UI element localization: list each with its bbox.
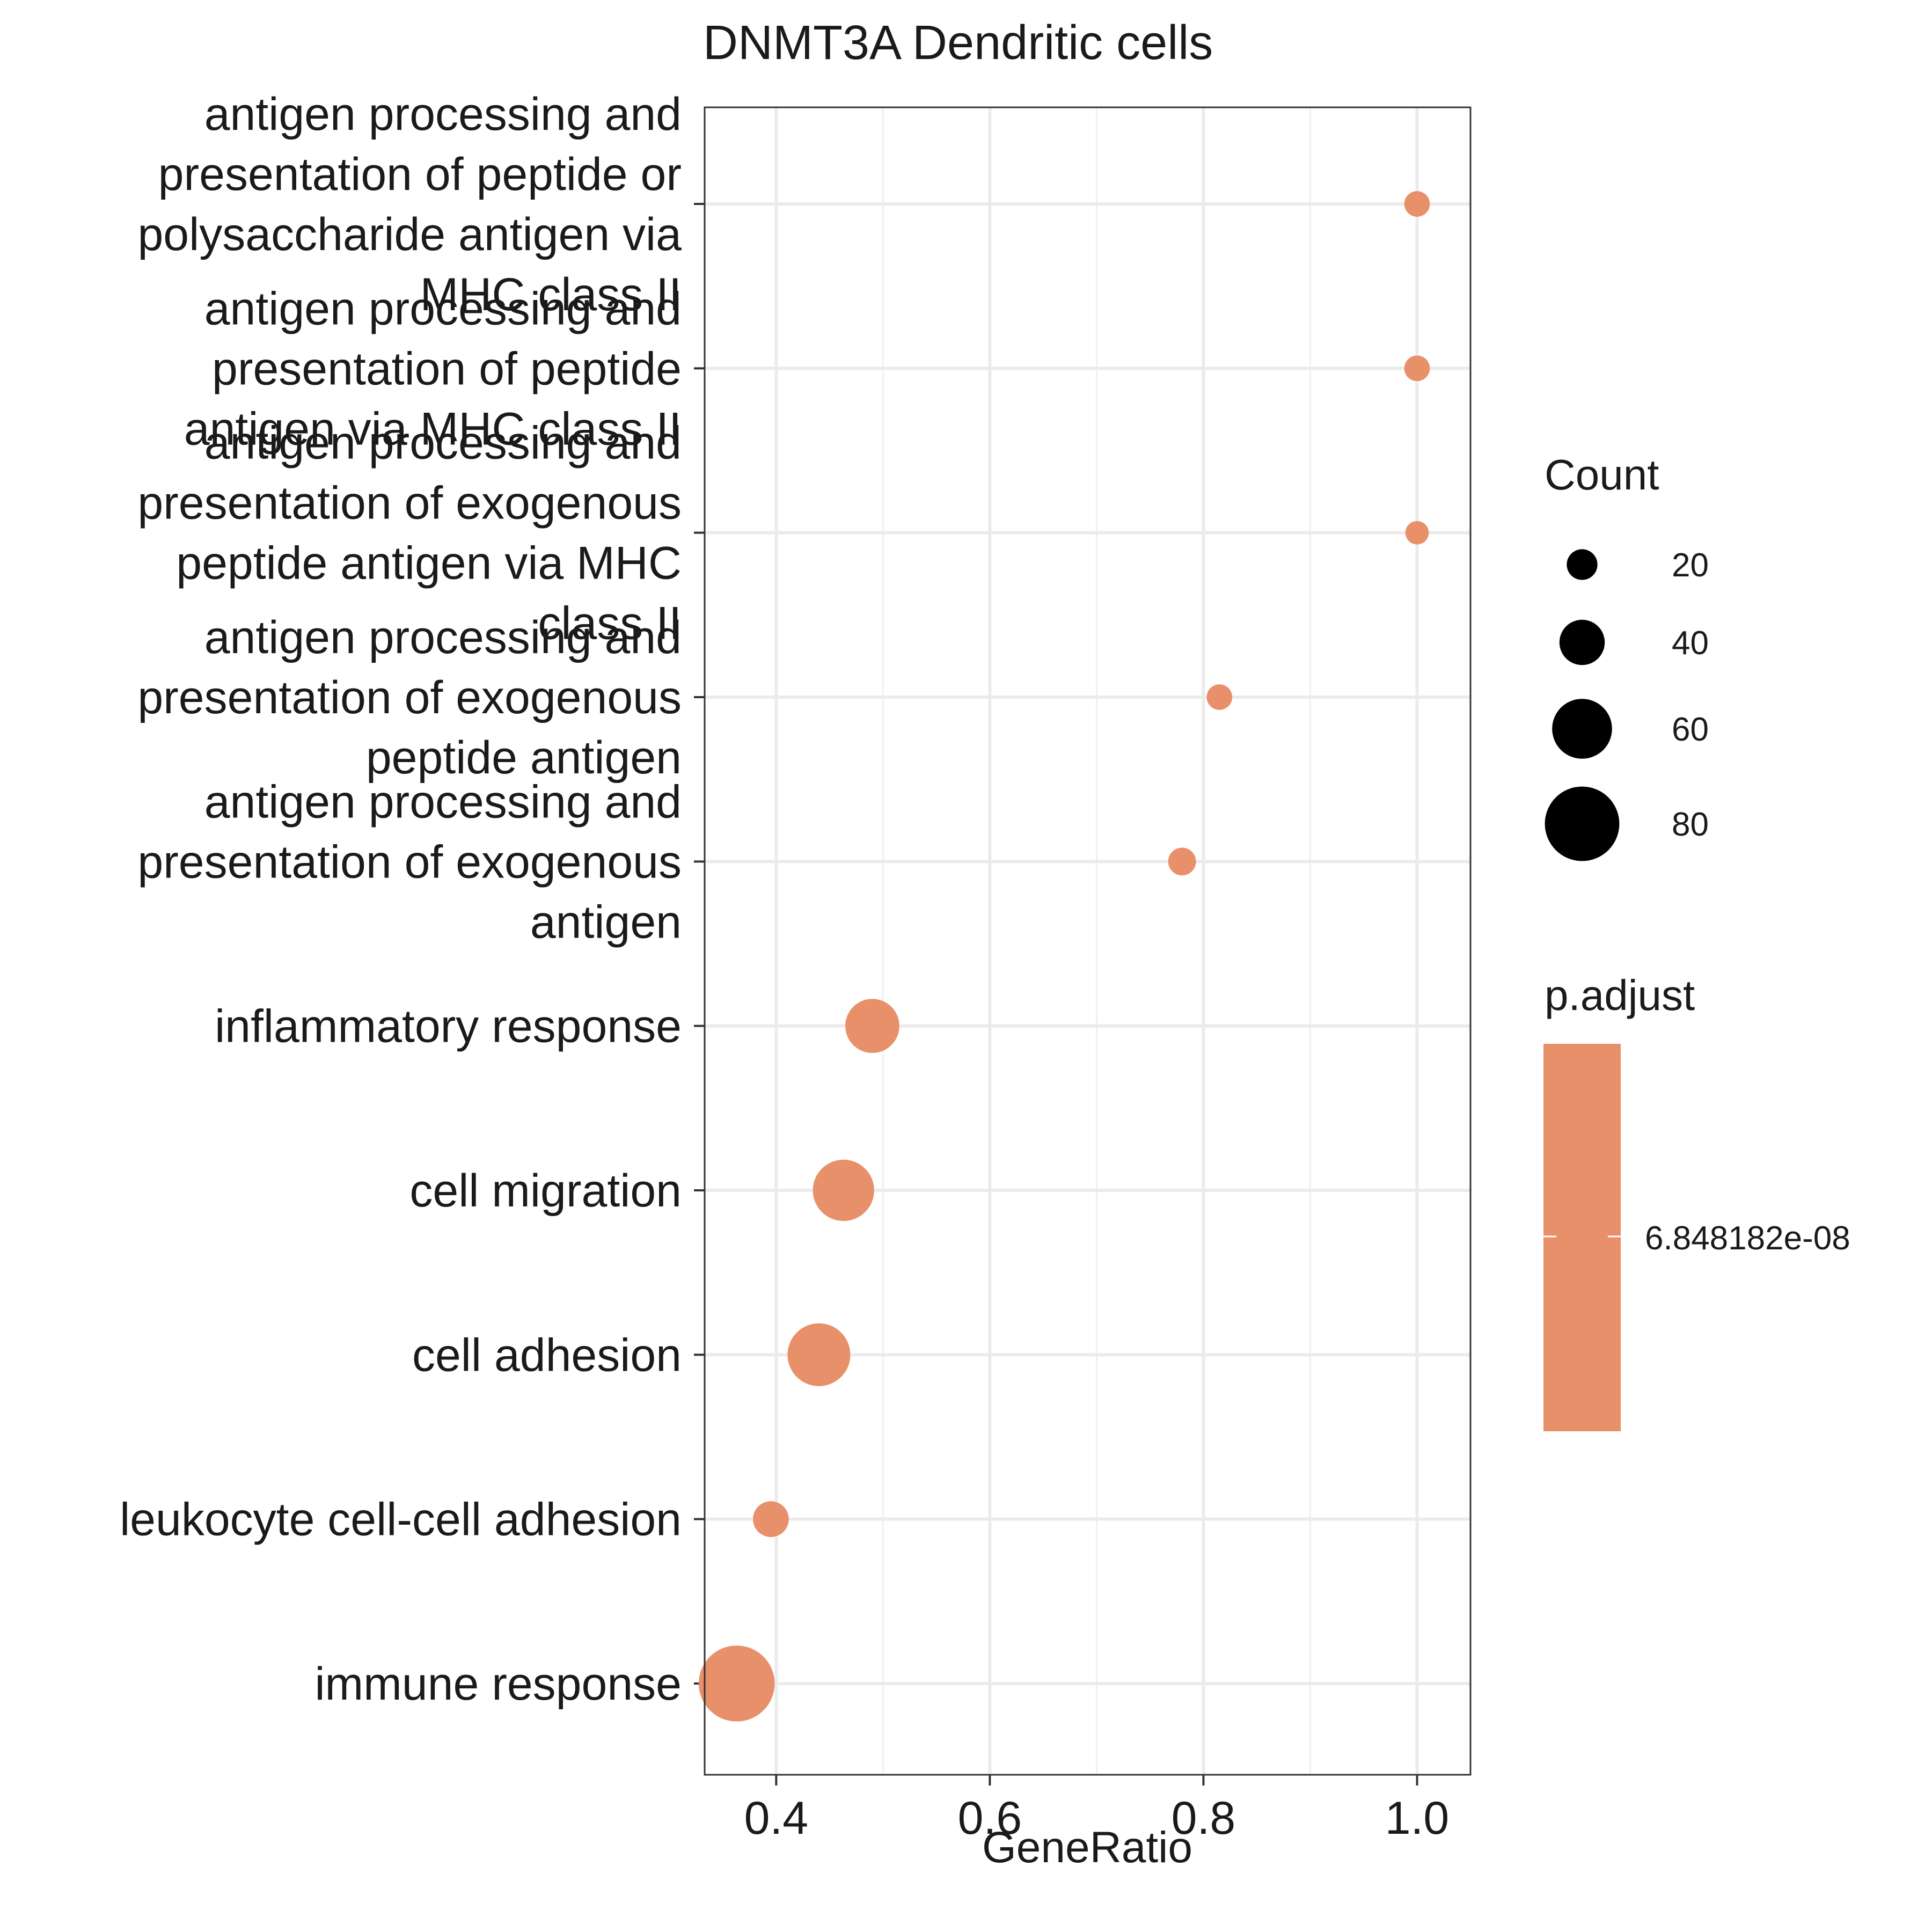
panel-background [705, 107, 1470, 1775]
data-point [1404, 191, 1430, 217]
legend-padjust-title: p.adjust [1545, 971, 1695, 1019]
legend-count-key [1552, 699, 1612, 759]
legend-count-label: 80 [1672, 806, 1709, 843]
data-point [813, 1159, 874, 1221]
legend-count-label: 20 [1672, 547, 1709, 584]
x-tick-label: 1.0 [1385, 1792, 1450, 1844]
data-point [1206, 684, 1233, 710]
data-point [753, 1501, 789, 1538]
data-point [787, 1323, 851, 1386]
legend-padjust: p.adjust 6.848182e-08 [1543, 971, 1850, 1431]
panel-border [704, 106, 1472, 1776]
legend-count-key [1559, 619, 1605, 665]
y-tick-label: inflammatory response [215, 1001, 682, 1052]
y-tick-label: antigen processing and presentation of ex… [137, 776, 682, 948]
legend-count-key [1567, 549, 1598, 580]
data-points [698, 191, 1430, 1722]
gridlines [705, 107, 1470, 1775]
y-axis-labels: antigen processing and presentation of pe… [120, 89, 705, 1710]
data-point [845, 999, 899, 1053]
y-tick-label: antigen processing and presentation of pe… [137, 89, 682, 320]
y-tick-label: antigen processing and presentation of ex… [137, 418, 682, 649]
x-axis-ticks: 0.4 0.6 0.8 1.0 [744, 1775, 1450, 1844]
y-tick-label: antigen processing and presentation of pe… [184, 283, 682, 455]
data-point [1405, 521, 1429, 545]
legend-padjust-colorbar [1543, 1044, 1621, 1431]
y-tick-label: immune response [314, 1658, 682, 1710]
x-axis-title: GeneRatio [982, 1823, 1192, 1872]
legend-count-label: 60 [1672, 711, 1709, 748]
x-tick-label: 0.6 [958, 1792, 1022, 1844]
y-tick-label: cell adhesion [412, 1329, 682, 1381]
x-tick-label: 0.8 [1172, 1792, 1236, 1844]
legend-count-key [1545, 786, 1620, 861]
legend-count-label: 40 [1672, 625, 1709, 662]
legend-count-title: Count [1545, 451, 1659, 499]
legend-count: Count 20 40 60 80 [1545, 451, 1709, 861]
data-point [1168, 847, 1196, 876]
legend-padjust-label: 6.848182e-08 [1645, 1220, 1850, 1257]
y-tick-label: antigen processing and presentation of ex… [137, 612, 682, 784]
data-point [1404, 355, 1430, 382]
x-tick-label: 0.4 [744, 1792, 809, 1844]
y-tick-label: leukocyte cell-cell adhesion [120, 1494, 682, 1546]
data-point [698, 1645, 775, 1722]
y-tick-label: cell migration [409, 1165, 682, 1217]
chart-title: DNMT3A Dendritic cells [703, 16, 1213, 70]
